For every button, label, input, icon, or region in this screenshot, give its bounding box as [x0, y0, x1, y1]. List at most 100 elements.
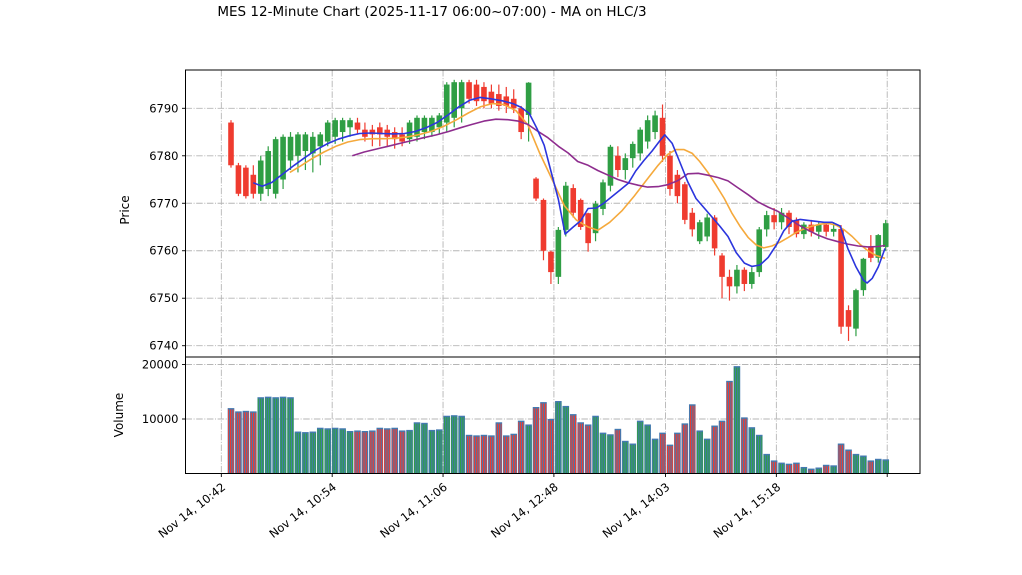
candle-body — [458, 82, 465, 109]
candle-body — [369, 129, 376, 135]
candle-body — [324, 122, 331, 142]
candle-body — [815, 224, 822, 232]
candle-body — [845, 310, 852, 327]
volume-ytick-labels: 20000 10000 — [142, 358, 186, 426]
candle-body — [272, 139, 279, 194]
candle-body — [533, 178, 539, 199]
price-ytick: 6750 — [149, 291, 178, 305]
candle-body — [778, 212, 785, 223]
candle-body — [860, 258, 867, 291]
candle-body — [332, 120, 338, 137]
x-tick-label: Nov 14, 10:42 — [156, 480, 229, 541]
x-tick-labels: Nov 14, 10:42 Nov 14, 10:54 Nov 14, 11:06 N… — [156, 473, 888, 541]
candle-body — [644, 120, 651, 142]
candle-body — [287, 136, 294, 161]
candle-body — [704, 217, 710, 237]
chart-title: MES 12-Minute Chart (2025-11-17 06:00~07… — [217, 4, 647, 20]
candle-body — [637, 129, 643, 154]
candle-body — [310, 136, 316, 154]
candle-body — [756, 229, 763, 273]
candle-body — [786, 212, 792, 227]
candle-body — [525, 82, 532, 115]
candle-body — [518, 108, 524, 133]
candle-body — [443, 84, 450, 123]
price-ytick: 6740 — [149, 339, 178, 353]
candle-body — [726, 276, 733, 287]
candle-body — [667, 155, 673, 190]
candle-body — [585, 213, 591, 244]
candle-body — [793, 219, 800, 235]
volume-ytick: 10000 — [142, 412, 179, 426]
candle-body — [600, 182, 606, 209]
candle-body — [235, 165, 242, 194]
ma-slow-purple — [352, 118, 886, 248]
x-tick-label: Nov 14, 12:48 — [488, 480, 561, 541]
x-tick-label: Nov 14, 11:06 — [377, 480, 450, 541]
price-ytick: 6760 — [149, 244, 178, 258]
candle-body — [317, 134, 324, 147]
price-ytick: 6780 — [149, 149, 178, 163]
candle-body — [689, 212, 696, 230]
candle-body — [354, 122, 361, 130]
volume-ytick: 20000 — [142, 358, 179, 372]
candle-body — [622, 158, 629, 171]
candle-body — [763, 215, 770, 230]
candle-body — [302, 134, 309, 152]
candle-body — [421, 117, 428, 133]
candle-body — [592, 203, 599, 234]
candle-body — [265, 151, 271, 190]
ma-fast-blue — [253, 96, 886, 284]
candle-body — [652, 115, 658, 133]
candle-body — [734, 269, 740, 287]
candle-body — [719, 255, 725, 277]
candle-body — [414, 117, 420, 137]
candle-body — [882, 223, 889, 247]
candles — [228, 79, 889, 341]
candle-body — [473, 84, 480, 102]
candle-body — [808, 224, 815, 232]
candle-body — [548, 251, 554, 273]
candle-body — [451, 82, 457, 118]
candle-body — [481, 86, 487, 102]
candle-body — [540, 199, 547, 251]
candle-body — [347, 120, 353, 128]
candle-body — [830, 228, 837, 232]
candle-body — [682, 184, 688, 220]
candle-body — [250, 174, 257, 194]
candle-body — [466, 82, 472, 99]
candle-body — [377, 127, 383, 135]
candle-body — [339, 120, 346, 133]
volume-bars — [227, 366, 890, 474]
gridlines — [185, 70, 920, 474]
candle-body — [257, 160, 264, 194]
candle-body — [696, 222, 703, 242]
x-tick-label: Nov 14, 10:54 — [266, 480, 339, 541]
x-tick-label: Nov 14, 14:03 — [600, 480, 673, 541]
candle-body — [629, 143, 636, 159]
candle-body — [823, 224, 829, 232]
candle-body — [711, 217, 718, 249]
candle-body — [771, 215, 777, 223]
candle-body — [749, 272, 755, 284]
candle-body — [280, 136, 286, 180]
price-ytick: 6790 — [149, 101, 178, 115]
candle-body — [577, 199, 584, 227]
candle-body — [674, 174, 681, 197]
panel-borders — [185, 69, 921, 474]
x-tick-label: Nov 14, 15:18 — [711, 480, 784, 541]
candle-body — [488, 91, 495, 104]
candle-body — [391, 132, 398, 140]
candle-body — [555, 229, 562, 277]
candle-body — [853, 290, 859, 329]
candle-body — [570, 188, 577, 213]
price-ytick-labels: 6790 6780 6770 6760 6750 6740 — [149, 101, 186, 353]
candle-body — [838, 228, 844, 327]
candle-body — [228, 122, 234, 166]
candle-body — [295, 134, 301, 156]
candle-body — [243, 167, 249, 197]
candle-body — [741, 269, 748, 284]
candle-body — [406, 122, 413, 140]
candle-body — [615, 155, 621, 171]
